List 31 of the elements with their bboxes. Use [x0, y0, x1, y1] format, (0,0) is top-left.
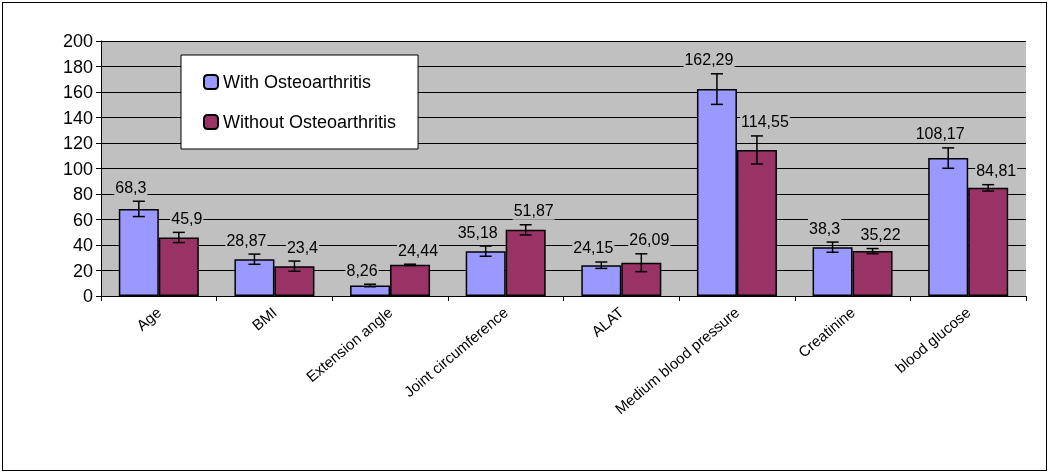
- y-tick-label: 160: [62, 82, 93, 102]
- y-tick-label: 60: [72, 209, 93, 230]
- data-label: 162,29: [684, 51, 734, 69]
- legend-label: Without Osteoarthritis: [223, 112, 397, 132]
- legend-label: With Osteoarthritis: [223, 72, 372, 92]
- data-label: 23,4: [286, 238, 319, 256]
- y-tick-label: 120: [62, 133, 93, 153]
- y-tick-label: 100: [62, 158, 93, 179]
- data-label: 24,15: [573, 239, 614, 257]
- y-tick-label: 200: [62, 31, 93, 51]
- data-label: 114,55: [741, 113, 789, 131]
- data-label: 35,22: [860, 226, 901, 244]
- x-tick-label: BMI: [248, 303, 280, 334]
- data-label: 51,87: [513, 202, 554, 220]
- x-tick-label: Age: [132, 303, 165, 334]
- data-label: 35,18: [457, 223, 498, 241]
- data-label: 24,44: [398, 241, 439, 259]
- data-label: 26,09: [629, 231, 670, 249]
- y-tick-label: 180: [62, 56, 93, 77]
- data-label: 84,81: [976, 162, 1017, 180]
- y-tick-label: 40: [72, 235, 93, 255]
- data-label: 108,17: [915, 125, 965, 143]
- y-tick-label: 80: [72, 184, 93, 204]
- y-tick-label: 20: [72, 260, 93, 281]
- data-label: 38,3: [808, 219, 841, 237]
- data-label: 28,87: [226, 231, 267, 249]
- y-tick-label: 140: [62, 107, 93, 128]
- data-label: 45,9: [171, 209, 203, 227]
- data-label: 8,26: [346, 261, 378, 279]
- y-tick-label: 0: [82, 286, 93, 306]
- data-label: 68,3: [115, 178, 147, 196]
